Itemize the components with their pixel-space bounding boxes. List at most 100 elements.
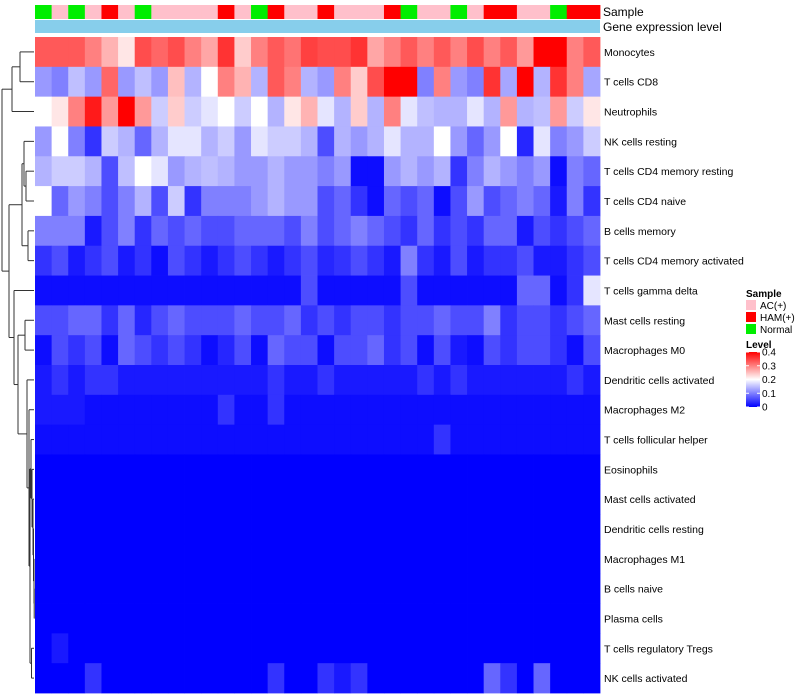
row-label: Eosinophils [604,464,658,476]
heatmap-cell [334,424,352,455]
heatmap-cell [267,454,285,485]
heatmap-cell [417,37,435,68]
heatmap-cell [51,394,69,426]
heatmap-cell [450,454,468,485]
heatmap-cell [550,663,568,694]
heatmap-cell [134,37,152,68]
heatmap-cell [217,37,235,68]
legend: Sample AC(+)HAM(+)Normal Level 0.4 0.3 0.2… [746,289,795,414]
sample-annotation-cell [383,5,401,19]
row-dendrogram [1,51,35,679]
heatmap-cell [500,335,518,366]
heatmap-cell [118,603,136,634]
heatmap-cell [383,603,401,634]
heatmap-cell [533,663,551,694]
heatmap-cell [300,156,318,187]
heatmap-cell [234,275,252,306]
level-ticks: 0.4 0.3 0.2 0.1 0 [746,348,776,414]
heatmap-cell [267,96,285,127]
heatmap-cell [367,126,385,157]
heatmap-cell [184,245,202,276]
heatmap-cell [217,215,235,247]
heatmap-cell [500,543,518,575]
heatmap-cell [566,275,584,306]
heatmap-cell [334,573,352,604]
heatmap-cell [284,514,302,545]
heatmap-cell [500,245,518,276]
heatmap-cell [500,126,518,157]
heatmap-cell [350,275,368,306]
heatmap-cell [383,186,401,217]
heatmap-cell [167,275,185,306]
heatmap-cell [334,514,352,545]
heatmap-cell [284,394,302,426]
heatmap-cell [217,245,235,276]
heatmap-cell [118,573,136,604]
heatmap-cell [467,126,485,157]
heatmap-cell [433,275,451,306]
heatmap-cell [118,215,136,247]
heatmap-cell [300,514,318,545]
heatmap-cell [566,156,584,187]
heatmap-cell [383,156,401,187]
sample-legend-entries: AC(+)HAM(+)Normal [746,300,795,336]
annotation-labels: Sample Gene expression level [603,5,722,34]
heatmap-cell [400,186,418,217]
heatmap-cell [467,365,485,396]
heatmap-cell [35,603,53,634]
heatmap-cell [151,543,169,575]
heatmap-cell [467,245,485,276]
heatmap-cell [284,66,302,98]
heatmap-cell [300,573,318,604]
heatmap-cell [583,514,601,545]
heatmap-cell [583,245,601,276]
heatmap-cell [134,424,152,455]
heatmap-cell [566,633,584,664]
heatmap-cell [101,305,119,336]
heatmap-cell [583,186,601,217]
heatmap-cell [234,365,252,396]
heatmap-cell [350,335,368,366]
heatmap-cell [383,663,401,694]
heatmap-cell [84,514,102,545]
heatmap-cell [151,573,169,604]
heatmap-cell [68,573,86,604]
heatmap-cell [68,275,86,306]
heatmap-cell [483,335,501,366]
heatmap-cell [101,573,119,604]
heatmap-cell [317,603,335,634]
heatmap-cell [151,663,169,694]
heatmap-cell [300,543,318,575]
heatmap-cell [300,394,318,426]
heatmap-cell [400,514,418,545]
heatmap-cell [516,514,534,545]
heatmap-cell [483,37,501,68]
heatmap-cell [267,663,285,694]
sample-annotation-cell [516,5,534,19]
heatmap-cell [400,365,418,396]
heatmap-cell [516,484,534,515]
legend-entry-label: AC(+) [760,301,786,312]
heatmap-cell [167,156,185,187]
heatmap-cell [284,573,302,604]
heatmap-cell [284,126,302,157]
heatmap-cell [35,454,53,485]
heatmap-cell [167,573,185,604]
heatmap-cell [383,543,401,575]
heatmap-cell [267,603,285,634]
heatmap-cell [101,186,119,217]
heatmap-cell [350,215,368,247]
heatmap-cell [433,424,451,455]
heatmap-cell [433,394,451,426]
heatmap-cell [566,215,584,247]
sample-annotation-cell [51,5,69,19]
heatmap-cell [51,424,69,455]
heatmap-cell [167,514,185,545]
heatmap-cell [300,484,318,515]
row-label: T cells regulatory Tregs [604,643,713,655]
heatmap-cell [151,96,169,127]
heatmap-cell [51,484,69,515]
heatmap-cell [566,543,584,575]
heatmap-cell [350,603,368,634]
heatmap-cell [134,454,152,485]
